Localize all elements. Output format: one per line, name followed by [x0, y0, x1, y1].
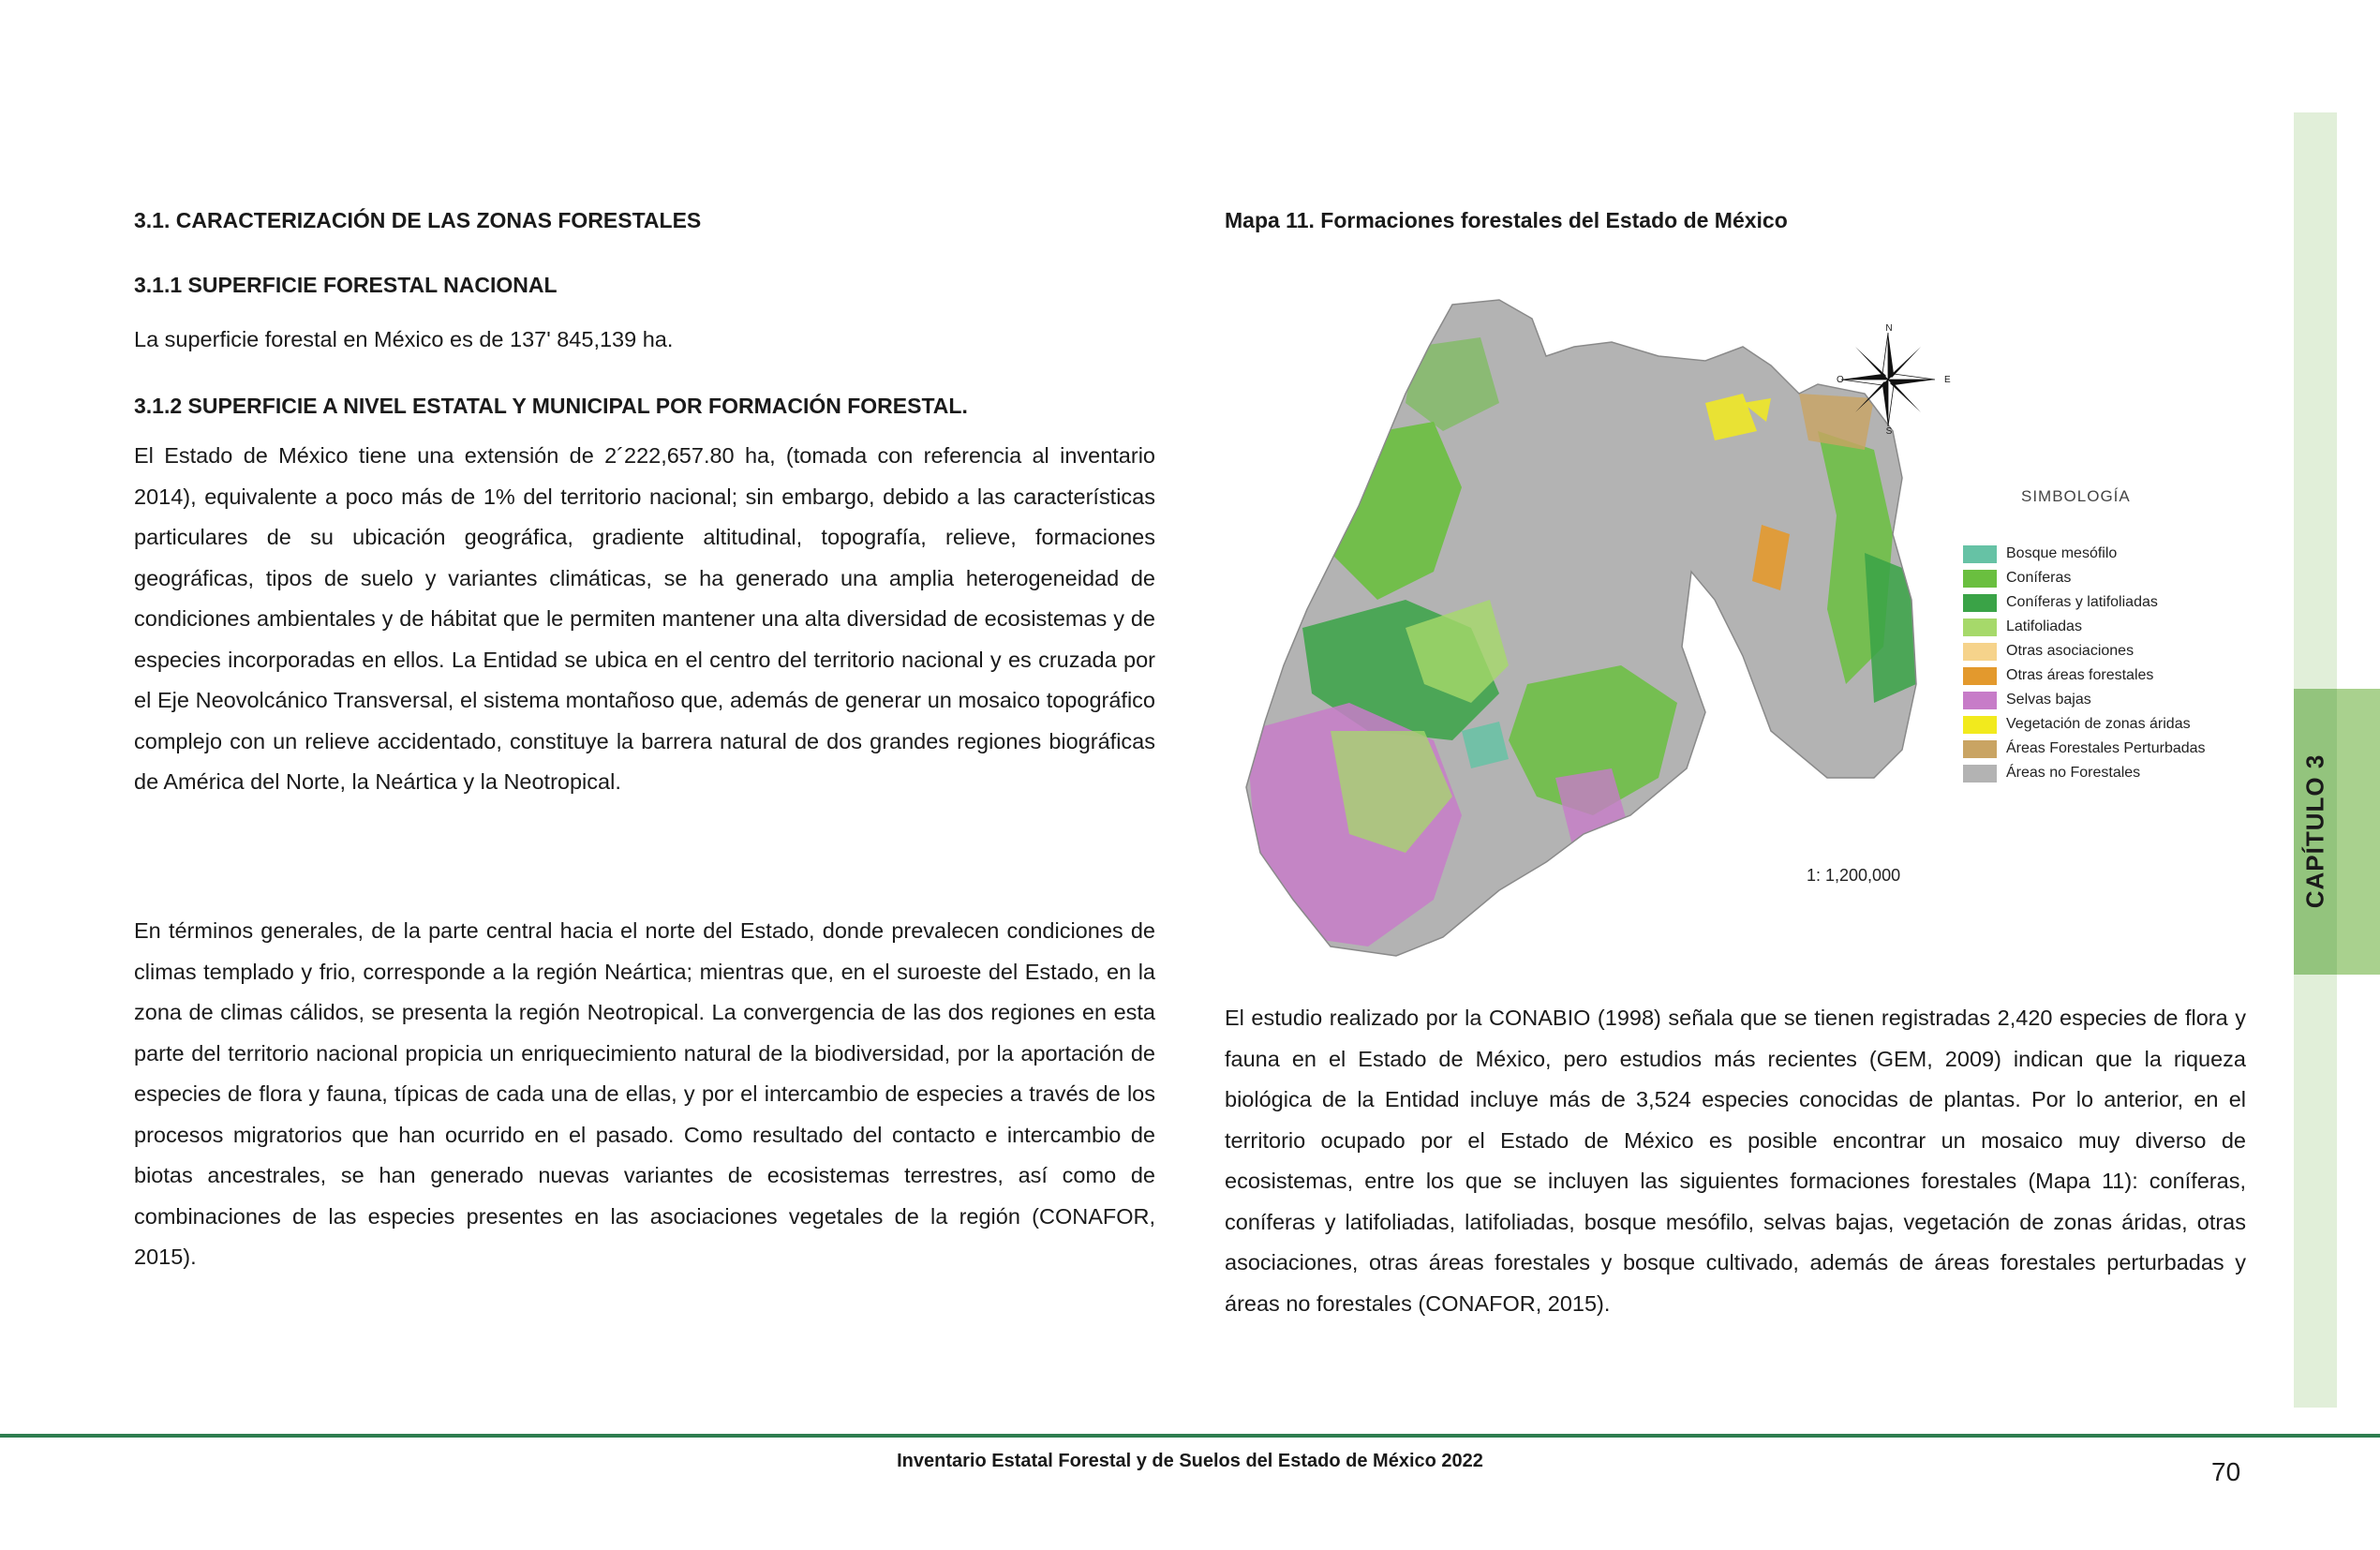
- broadleaf-patch: [1406, 600, 1509, 703]
- paragraph-regions: En términos generales, de la parte centr…: [134, 918, 1155, 1269]
- legend-item: Coníferas: [1963, 566, 2206, 590]
- forest-map: [1245, 299, 1917, 957]
- legend-item: Selvas bajas: [1963, 688, 2206, 712]
- legend-label: Áreas no Forestales: [2006, 765, 2141, 781]
- legend-swatch: [1963, 739, 1997, 758]
- footer-title: Inventario Estatal Forestal y de Suelos …: [897, 1451, 1483, 1471]
- compass-rose-icon: [1832, 323, 1944, 436]
- page-number: 70: [2211, 1457, 2241, 1486]
- map-title: Mapa 11. Formaciones forestales del Esta…: [1225, 208, 1788, 232]
- legend-label: Vegetación de zonas áridas: [2006, 716, 2191, 732]
- compass-n-label: N: [1885, 323, 1893, 334]
- paragraph-biodiversity: El estudio realizado por la CONABIO (199…: [1225, 1006, 2246, 1316]
- legend-item: Bosque mesófilo: [1963, 542, 2206, 566]
- legend-item: Coníferas y latifoliadas: [1963, 590, 2206, 615]
- map-scale: 1: 1,200,000: [1807, 866, 1901, 885]
- legend-swatch: [1963, 569, 1997, 588]
- arid-veg-patch: [1705, 394, 1757, 440]
- legend-label: Coníferas y latifoliadas: [2006, 594, 2158, 610]
- legend-label: Coníferas: [2006, 570, 2072, 586]
- legend-item: Otras asociaciones: [1963, 639, 2206, 663]
- footer-rule: [0, 1434, 2380, 1438]
- legend-item: Áreas no Forestales: [1963, 761, 2206, 785]
- state-outline: [1245, 299, 1917, 957]
- compass-s-label: S: [1885, 426, 1893, 437]
- other-forest-patch: [1752, 525, 1790, 590]
- legend-swatch: [1963, 691, 1997, 709]
- compass-w-label: O: [1837, 375, 1844, 385]
- legend-item: Áreas Forestales Perturbadas: [1963, 737, 2206, 761]
- legend-title: SIMBOLOGÍA: [2021, 487, 2131, 505]
- section-heading: 3.1. CARACTERIZACIÓN DE LAS ZONAS FOREST…: [134, 208, 702, 232]
- disturbed-forest-patch: [1799, 394, 1874, 450]
- legend-label: Áreas Forestales Perturbadas: [2006, 740, 2206, 756]
- cloud-forest-patch: [1462, 722, 1509, 768]
- legend-label: Selvas bajas: [2006, 692, 2091, 708]
- broadleaf-patch-south: [1331, 731, 1452, 853]
- legend-label: Bosque mesófilo: [2006, 545, 2118, 561]
- subsection-heading-state: 3.1.2 SUPERFICIE A NIVEL ESTATAL Y MUNIC…: [134, 394, 968, 418]
- legend-swatch: [1963, 764, 1997, 782]
- legend-swatch: [1963, 666, 1997, 685]
- mixed-forest-east: [1865, 553, 1916, 703]
- legend-swatch: [1963, 593, 1997, 612]
- legend-swatch: [1963, 715, 1997, 734]
- compass-e-label: E: [1944, 375, 1951, 385]
- legend-item: Otras áreas forestales: [1963, 663, 2206, 688]
- arid-veg-patch-2: [1743, 398, 1771, 422]
- legend-item: Latifoliadas: [1963, 615, 2206, 639]
- legend-label: Otras áreas forestales: [2006, 667, 2154, 683]
- paragraph-national-area: La superficie forestal en México es de 1…: [134, 327, 674, 351]
- map-regions: [1246, 300, 1916, 956]
- map-legend: Bosque mesófilo Coníferas Coníferas y la…: [1963, 542, 2206, 785]
- subsection-heading-national: 3.1.1 SUPERFICIE FORESTAL NACIONAL: [134, 273, 558, 297]
- legend-swatch: [1963, 618, 1997, 636]
- legend-swatch: [1963, 544, 1997, 563]
- conifer-patch-north: [1406, 337, 1499, 431]
- legend-label: Latifoliadas: [2006, 619, 2082, 634]
- chapter-tab-accent: [2337, 689, 2380, 975]
- chapter-tab-label: CAPÍTULO 3: [2300, 753, 2329, 909]
- paragraph-state-description: El Estado de México tiene una extensión …: [134, 443, 1155, 794]
- legend-item: Vegetación de zonas áridas: [1963, 712, 2206, 737]
- legend-label: Otras asociaciones: [2006, 643, 2135, 659]
- legend-swatch: [1963, 642, 1997, 661]
- conifer-patch-south: [1509, 665, 1677, 815]
